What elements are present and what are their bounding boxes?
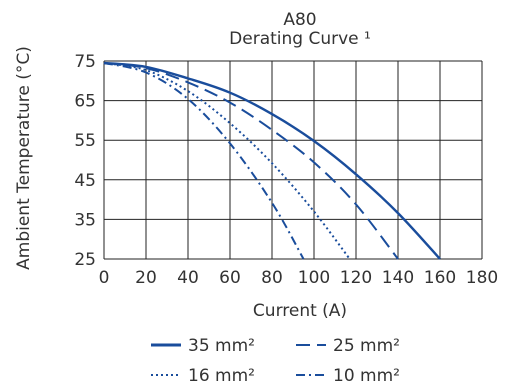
- x-tick-label: 160: [424, 268, 456, 288]
- x-tick-label: 140: [382, 268, 414, 288]
- y-tick-label: 65: [74, 92, 96, 112]
- legend-item-25-mm: 25 mm²: [296, 336, 400, 356]
- y-tick-labels: 75 65 55 45 35 25: [74, 52, 96, 270]
- x-tick-label: 0: [99, 268, 110, 288]
- curves: [103, 61, 441, 260]
- grid: [103, 60, 483, 260]
- curve-25-mm: [103, 62, 399, 260]
- legend-item-35-mm: 35 mm²: [151, 336, 255, 356]
- legend-label: 25 mm²: [333, 336, 400, 356]
- legend-label: 16 mm²: [188, 366, 255, 386]
- chart-subtitle: Derating Curve ¹: [229, 29, 371, 49]
- y-tick-label: 35: [74, 210, 96, 230]
- y-axis-label: Ambient Temperature (°C): [14, 46, 34, 270]
- y-tick-label: 75: [74, 52, 96, 72]
- legend-item-16-mm: 16 mm²: [151, 366, 255, 386]
- legend-item-10-mm: 10 mm²: [296, 366, 400, 386]
- x-tick-label: 100: [298, 268, 330, 288]
- curve-10-mm: [103, 62, 305, 260]
- x-tick-labels: 0 20 40 60 80 100 120 140 160 180: [99, 268, 499, 288]
- legend: 35 mm² 25 mm² 16 mm² 10 mm²: [151, 336, 400, 386]
- x-tick-label: 20: [135, 268, 157, 288]
- x-tick-label: 120: [340, 268, 372, 288]
- x-tick-label: 40: [177, 268, 199, 288]
- x-tick-label: 60: [219, 268, 241, 288]
- x-tick-label: 80: [261, 268, 283, 288]
- y-tick-label: 25: [74, 250, 96, 270]
- legend-label: 35 mm²: [188, 336, 255, 356]
- x-axis-label: Current (A): [253, 301, 347, 321]
- x-tick-label: 180: [466, 268, 498, 288]
- chart-title: A80: [283, 10, 316, 30]
- y-tick-label: 55: [74, 131, 96, 151]
- curve-35-mm: [103, 61, 441, 260]
- legend-label: 10 mm²: [333, 366, 400, 386]
- y-tick-label: 45: [74, 171, 96, 191]
